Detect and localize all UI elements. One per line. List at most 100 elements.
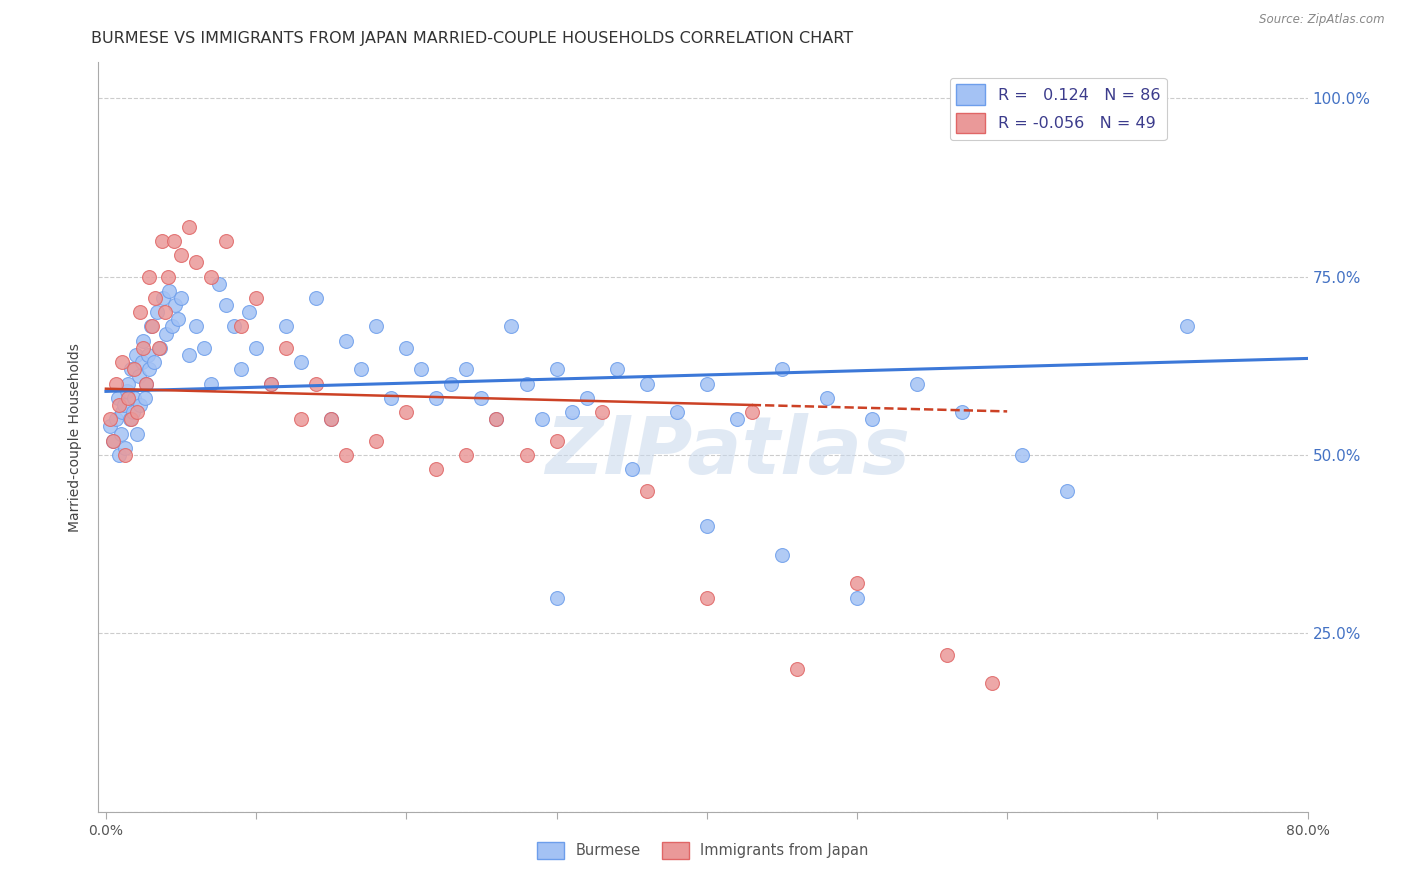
Point	[770, 362, 793, 376]
Point	[1056, 483, 1078, 498]
Point	[229, 319, 252, 334]
Point	[485, 412, 508, 426]
Point	[103, 434, 125, 448]
Point	[184, 319, 207, 334]
Point	[162, 234, 184, 248]
Text: BURMESE VS IMMIGRANTS FROM JAPAN MARRIED-COUPLE HOUSEHOLDS CORRELATION CHART: BURMESE VS IMMIGRANTS FROM JAPAN MARRIED…	[91, 31, 853, 46]
Point	[215, 298, 238, 312]
Point	[546, 591, 568, 605]
Point	[148, 341, 170, 355]
Point	[156, 269, 179, 284]
Point	[981, 676, 1004, 690]
Point	[160, 319, 183, 334]
Point	[125, 348, 148, 362]
Point	[305, 291, 328, 305]
Point	[193, 341, 215, 355]
Point	[114, 441, 136, 455]
Point	[138, 269, 160, 284]
Point	[546, 362, 568, 376]
Point	[350, 362, 373, 376]
Point	[741, 405, 763, 419]
Point	[108, 398, 131, 412]
Point	[815, 391, 838, 405]
Point	[115, 384, 138, 398]
Y-axis label: Married-couple Households: Married-couple Households	[69, 343, 83, 532]
Point	[111, 405, 134, 419]
Point	[606, 362, 628, 376]
Legend: Burmese, Immigrants from Japan: Burmese, Immigrants from Japan	[531, 836, 875, 864]
Point	[107, 391, 129, 405]
Point	[276, 319, 298, 334]
Point	[276, 341, 298, 355]
Point	[114, 448, 136, 462]
Point	[395, 341, 418, 355]
Point	[335, 334, 357, 348]
Point	[177, 219, 200, 234]
Point	[440, 376, 463, 391]
Point	[530, 412, 553, 426]
Point	[131, 355, 153, 369]
Point	[153, 305, 176, 319]
Point	[770, 548, 793, 562]
Point	[170, 291, 193, 305]
Point	[152, 291, 174, 305]
Point	[135, 376, 157, 391]
Point	[110, 426, 132, 441]
Point	[127, 426, 149, 441]
Text: ZIPatlas: ZIPatlas	[544, 413, 910, 491]
Point	[305, 376, 328, 391]
Point	[696, 519, 718, 533]
Point	[1011, 448, 1033, 462]
Point	[121, 412, 143, 426]
Point	[129, 305, 152, 319]
Point	[124, 362, 146, 376]
Point	[184, 255, 207, 269]
Point	[846, 576, 869, 591]
Point	[591, 405, 613, 419]
Point	[950, 405, 973, 419]
Point	[260, 376, 283, 391]
Point	[636, 376, 658, 391]
Point	[1177, 319, 1199, 334]
Point	[177, 348, 200, 362]
Point	[546, 434, 568, 448]
Point	[321, 412, 343, 426]
Point	[207, 277, 229, 291]
Point	[117, 391, 139, 405]
Point	[366, 434, 388, 448]
Point	[725, 412, 748, 426]
Point	[215, 234, 238, 248]
Point	[411, 362, 433, 376]
Point	[100, 412, 122, 426]
Point	[229, 362, 252, 376]
Point	[127, 405, 149, 419]
Point	[696, 376, 718, 391]
Point	[105, 376, 128, 391]
Point	[425, 462, 447, 476]
Point	[145, 291, 167, 305]
Point	[380, 391, 402, 405]
Point	[163, 298, 186, 312]
Point	[150, 234, 173, 248]
Point	[905, 376, 928, 391]
Point	[456, 362, 478, 376]
Point	[132, 341, 155, 355]
Point	[132, 334, 155, 348]
Point	[485, 412, 508, 426]
Point	[515, 376, 537, 391]
Point	[117, 376, 139, 391]
Point	[238, 305, 260, 319]
Point	[138, 362, 160, 376]
Point	[561, 405, 583, 419]
Point	[118, 412, 141, 426]
Point	[515, 448, 537, 462]
Point	[470, 391, 492, 405]
Point	[157, 284, 180, 298]
Point	[103, 434, 125, 448]
Point	[139, 319, 162, 334]
Point	[335, 448, 357, 462]
Point	[696, 591, 718, 605]
Point	[425, 391, 447, 405]
Point	[200, 376, 222, 391]
Point	[222, 319, 245, 334]
